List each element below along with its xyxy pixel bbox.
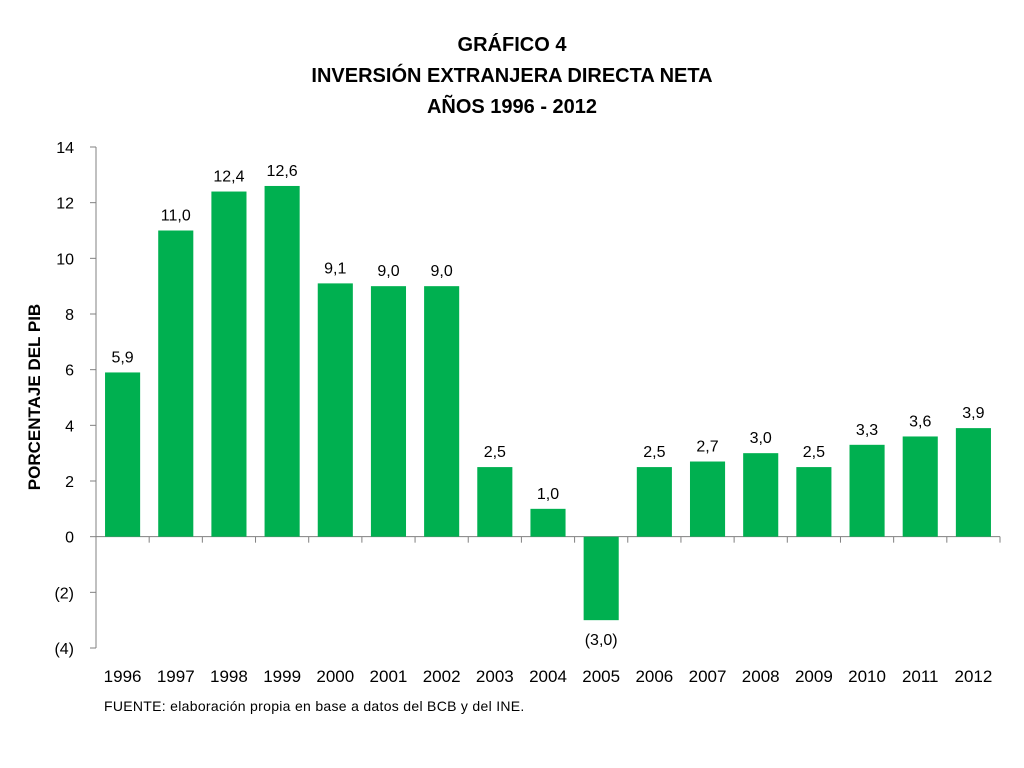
bar [743,453,779,537]
x-tick-label: 2006 [635,667,673,686]
x-tick-label: 2011 [902,667,939,686]
y-tick-label: 10 [56,251,74,268]
x-tick-label: 2012 [954,667,992,686]
y-tick-label: 8 [65,307,74,324]
bar [158,230,194,537]
y-tick-label: (4) [54,641,74,658]
bar [583,536,619,621]
y-tick-label: 12 [56,196,74,213]
bar [902,436,938,537]
bar [211,191,247,537]
y-tick-label: (2) [54,585,74,602]
x-tick-label: 1998 [210,667,248,686]
bar [264,185,300,537]
x-tick-label: 2005 [582,667,620,686]
data-label: 12,6 [267,163,298,180]
chart-title-line-1: GRÁFICO 4 [457,34,567,56]
data-label: 12,4 [213,169,244,186]
y-tick-label: 2 [65,474,74,491]
bar [317,283,353,537]
x-tick-label: 1996 [104,667,142,686]
bar [796,467,832,537]
data-label: 2,5 [803,444,825,461]
data-label: 1,0 [537,486,559,503]
x-tick-label: 2008 [742,667,780,686]
data-label: 3,9 [962,405,984,422]
y-axis-label: PORCENTAJE DEL PIB [25,304,44,490]
data-label: 3,3 [856,422,878,439]
bar [370,286,407,537]
x-tick-label: 2000 [316,667,354,686]
bar [477,467,513,537]
data-label: 9,0 [431,263,453,280]
x-tick-label: 2003 [476,667,514,686]
bars [105,185,991,621]
x-tick-label: 1999 [263,667,301,686]
data-label: 3,6 [909,413,931,430]
y-tick-label: 6 [65,363,74,380]
data-label: 9,0 [377,263,399,280]
bar [636,467,672,537]
data-label: 2,5 [643,444,665,461]
y-axis: 14 12 10 8 6 4 2 0 (2) (4) [54,140,97,658]
data-labels: 5,9 11,0 12,4 12,6 9,1 9,0 9,0 2,5 1,0 (3,0) 2,5 2,… [111,163,984,649]
data-label: 9,1 [324,260,346,277]
data-label: 2,5 [484,444,506,461]
chart-title: GRÁFICO 4 INVERSIÓN EXTRANJERA DIRECTA N… [0,30,1024,123]
y-tick-label: 14 [56,140,74,157]
data-label: 5,9 [111,349,133,366]
x-tick-label: 2007 [689,667,727,686]
y-tick-label: 4 [65,418,74,435]
data-label: 11,0 [161,208,191,225]
bar [849,444,885,537]
bar [689,461,726,537]
source-note: FUENTE: elaboración propia en base a dat… [104,698,525,714]
data-label: 3,0 [750,430,772,447]
x-tick-label: 2009 [795,667,833,686]
bar [424,286,460,537]
bar [955,428,991,537]
chart-title-line-2: INVERSIÓN EXTRANJERA DIRECTA NETA [311,65,713,87]
x-tick-label: 2001 [370,667,408,686]
bar [105,372,141,537]
x-tick-label: 2010 [848,667,886,686]
data-label: (3,0) [585,632,618,649]
x-tick-label: 2004 [529,667,567,686]
chart-title-line-3: AÑOS 1996 - 2012 [426,96,598,118]
x-axis: 1996 1997 1998 1999 2000 2001 2002 2003 2004 2005… [95,536,1001,686]
x-tick-label: 1997 [157,667,195,686]
x-tick-label: 2002 [423,667,461,686]
data-label: 2,7 [696,439,718,456]
y-tick-label: 0 [65,530,74,547]
bar [530,508,566,537]
